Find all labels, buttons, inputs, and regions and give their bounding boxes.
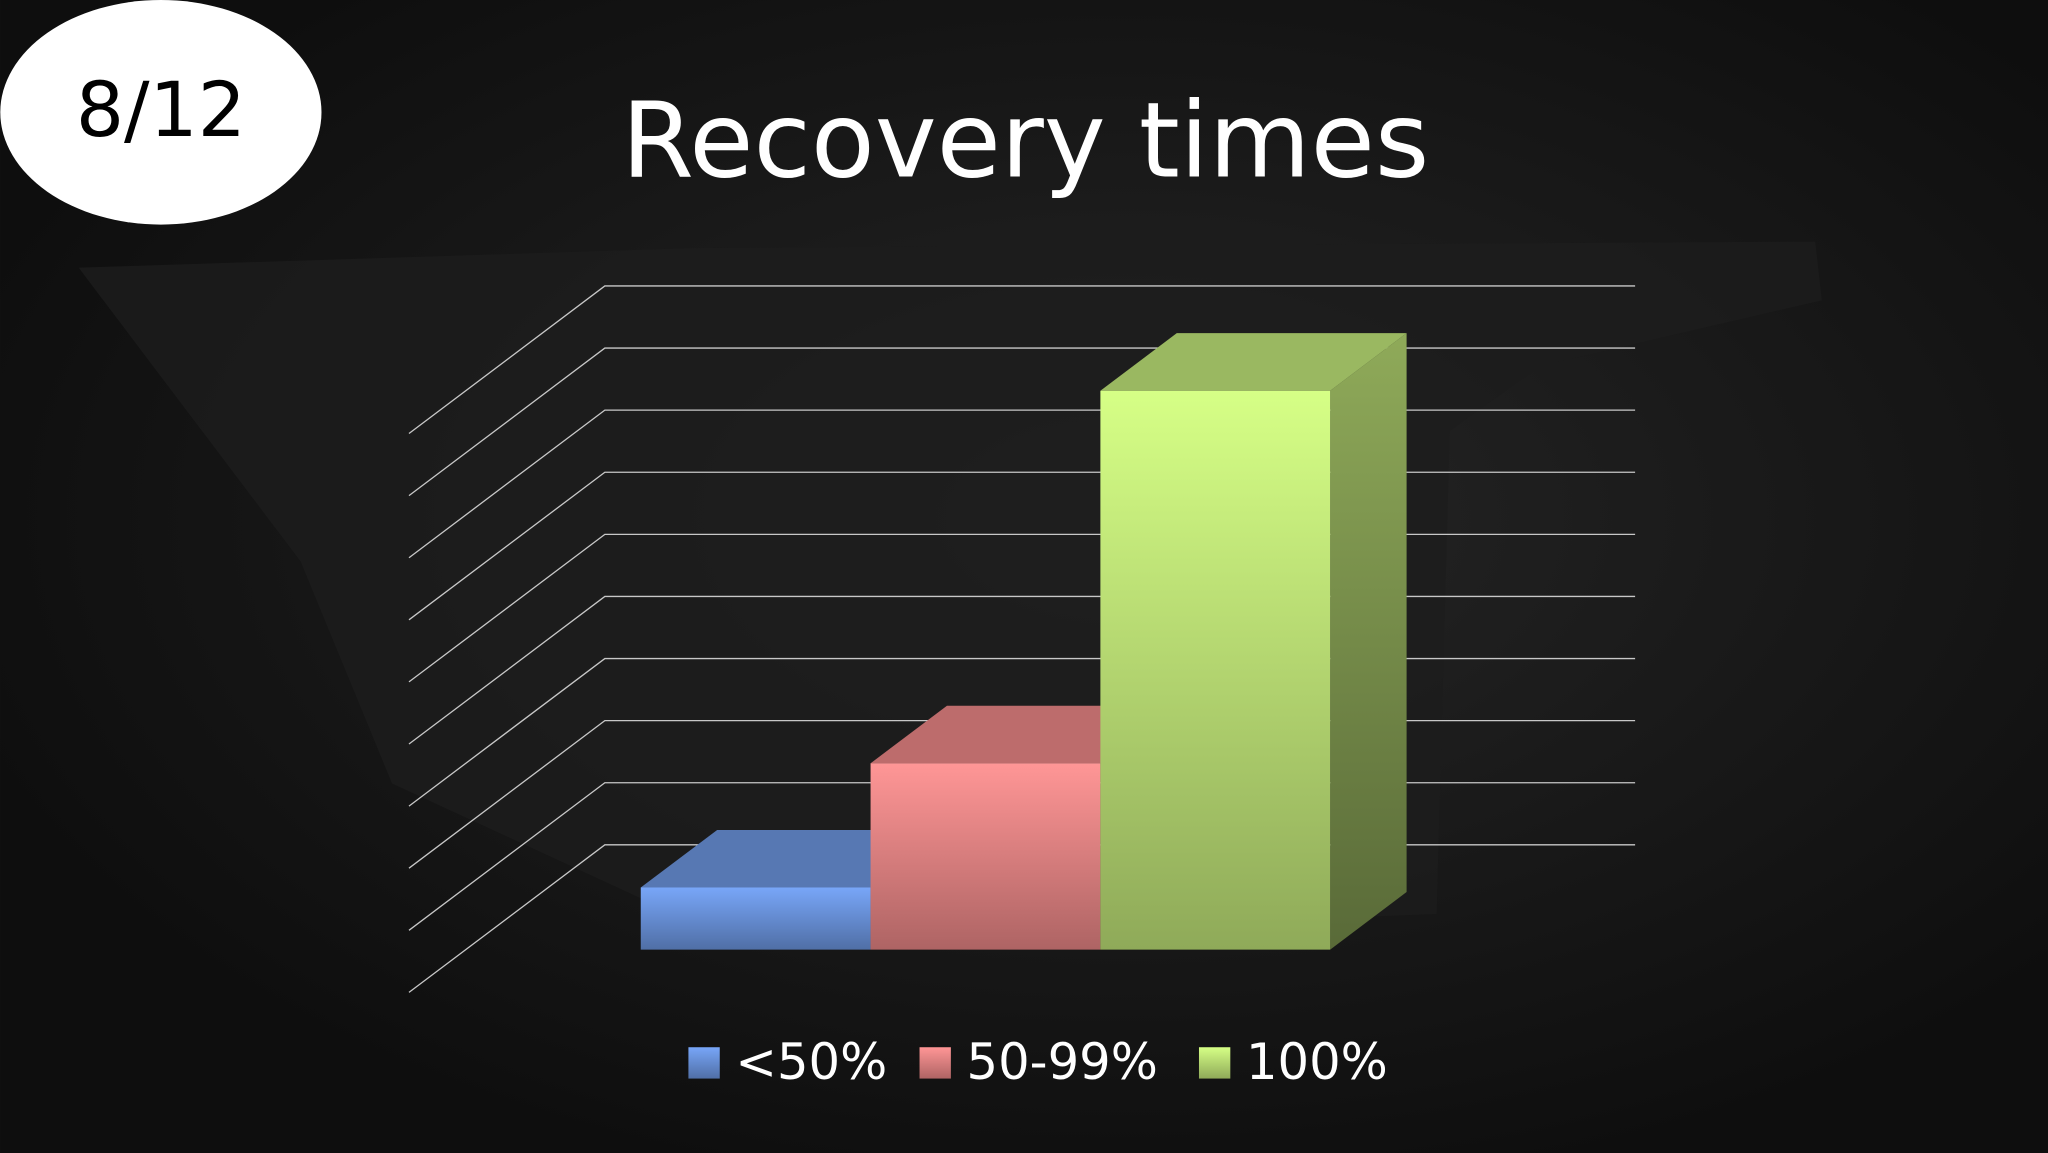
bar-top bbox=[640, 829, 947, 888]
chart-title: Recovery times bbox=[621, 79, 1429, 201]
page-indicator: 8/12 bbox=[76, 66, 246, 154]
bar bbox=[640, 887, 871, 950]
bar-top bbox=[1100, 333, 1407, 391]
legend-swatch bbox=[1198, 1047, 1231, 1079]
plot: <50% 50-99% 100% bbox=[408, 285, 1636, 1091]
bar bbox=[870, 763, 1101, 950]
legend-label: 100% bbox=[1246, 1033, 1388, 1091]
bar bbox=[1100, 390, 1331, 950]
grid-line bbox=[408, 285, 1636, 435]
page-badge bbox=[0, 0, 322, 225]
bar-top bbox=[870, 705, 1177, 764]
legend-swatch bbox=[688, 1047, 720, 1079]
bar-side bbox=[1330, 333, 1407, 950]
legend-swatch bbox=[919, 1047, 951, 1079]
legend-label: <50% bbox=[735, 1033, 887, 1091]
legend-label: 50-99% bbox=[967, 1033, 1158, 1091]
